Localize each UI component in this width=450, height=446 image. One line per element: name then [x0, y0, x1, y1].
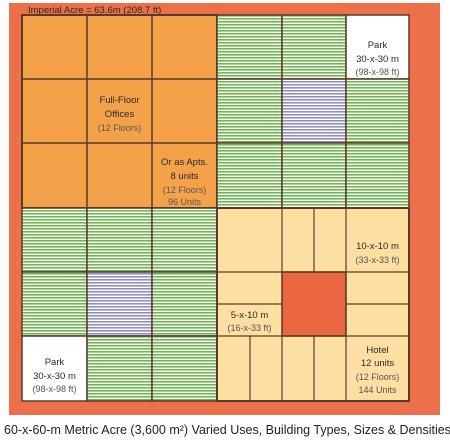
svg-text:30-x-30 m: 30-x-30 m [356, 54, 399, 65]
svg-text:10-x-10 m: 10-x-10 m [356, 241, 399, 252]
apartments-label: Or as Apts. 8 units (12 Floors) 96 Units [161, 157, 208, 207]
svg-text:144 Units: 144 Units [358, 385, 397, 395]
metric-acre-diagram: Imperial Acre = 63.6m (208.7 ft) [9, 3, 440, 415]
diagram-caption: 60-x-60-m Metric Acre (3,600 m²) Varied … [4, 423, 450, 437]
park-tiles-bottom-left [21, 207, 218, 402]
svg-text:(98-x-98 ft): (98-x-98 ft) [32, 384, 76, 394]
svg-text:Hotel: Hotel [366, 345, 388, 356]
imperial-acre-label: Imperial Acre = 63.6m (208.7 ft) [28, 5, 161, 16]
small-units-block [216, 207, 410, 402]
svg-text:(16-x-33 ft): (16-x-33 ft) [227, 323, 271, 333]
unit-5x10-label: 5-x-10 m (16-x-33 ft) [227, 310, 271, 333]
svg-text:Or as Apts.: Or as Apts. [161, 157, 208, 168]
svg-text:Offices: Offices [105, 109, 135, 120]
offices-label: Full-Floor Offices (12 Floors) [98, 95, 142, 133]
park-tiles-top-right [216, 14, 410, 209]
svg-text:12 units: 12 units [361, 358, 395, 369]
svg-text:(33-x-33 ft): (33-x-33 ft) [355, 255, 399, 265]
svg-text:(12 Floors): (12 Floors) [356, 372, 400, 382]
svg-text:Park: Park [45, 357, 65, 368]
svg-text:(12 Floors): (12 Floors) [163, 185, 207, 195]
svg-text:96 Units: 96 Units [168, 197, 202, 207]
svg-text:5-x-10 m: 5-x-10 m [231, 310, 269, 321]
unit-10x10-label: 10-x-10 m (33-x-33 ft) [355, 241, 399, 265]
center-square [281, 271, 347, 337]
hotel-label: Hotel 12 units (12 Floors) 144 Units [356, 345, 400, 395]
svg-text:30-x-30 m: 30-x-30 m [33, 371, 76, 382]
offices-block [21, 14, 218, 209]
svg-text:Full-Floor: Full-Floor [99, 95, 139, 106]
svg-text:(98-x-98 ft): (98-x-98 ft) [355, 67, 399, 77]
svg-text:Park: Park [368, 40, 388, 51]
svg-text:(12 Floors): (12 Floors) [98, 123, 142, 133]
park-top-label: Park 30-x-30 m (98-x-98 ft) [355, 40, 399, 77]
park-bottom-label: Park 30-x-30 m (98-x-98 ft) [32, 357, 76, 394]
svg-text:8 units: 8 units [171, 171, 199, 182]
